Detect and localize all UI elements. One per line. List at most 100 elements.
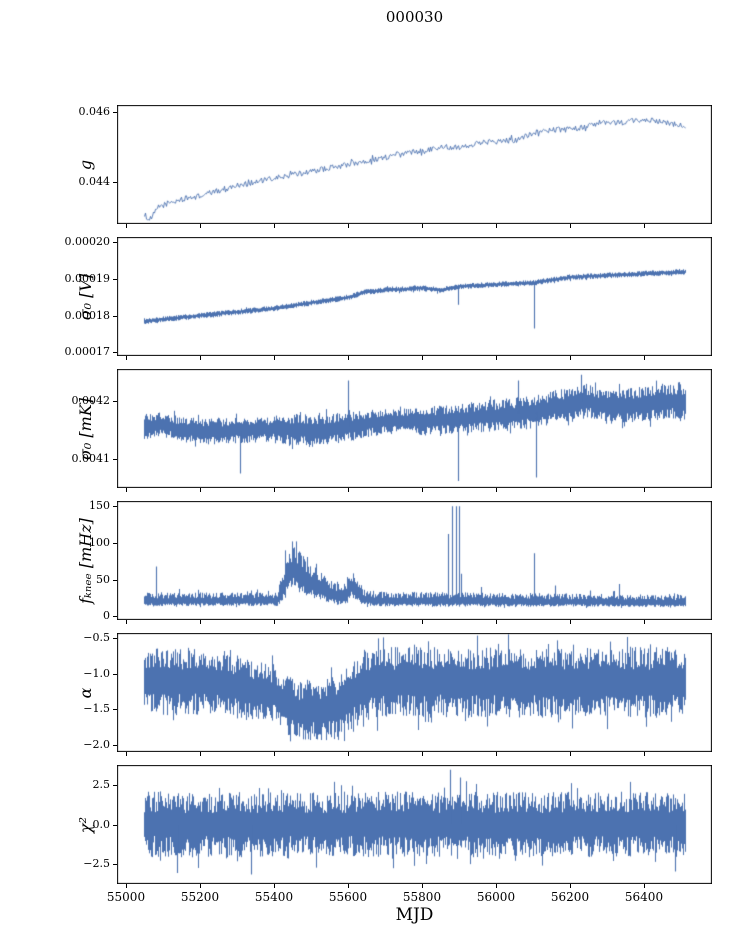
x-tick-mark xyxy=(200,356,201,360)
x-tick-mark xyxy=(274,620,275,624)
x-tick-mark xyxy=(422,488,423,492)
y-axis-label-chi2: χ² xyxy=(76,816,95,833)
x-tick-mark xyxy=(422,752,423,756)
x-tick-mark xyxy=(570,488,571,492)
y-tick-mark xyxy=(113,506,117,507)
y-tick-label: 0.00019 xyxy=(64,272,111,285)
y-tick-label: −0.5 xyxy=(83,631,110,644)
y-tick-mark xyxy=(113,316,117,317)
x-tick-mark xyxy=(570,884,571,888)
y-tick-label: 0.00018 xyxy=(64,309,111,322)
x-tick-mark xyxy=(644,356,645,360)
y-tick-mark xyxy=(113,279,117,280)
x-tick-label: 55400 xyxy=(254,890,294,904)
y-tick-mark xyxy=(113,459,117,460)
x-tick-mark xyxy=(644,488,645,492)
x-tick-mark xyxy=(126,356,127,360)
y-tick-label: 0.0 xyxy=(92,818,111,831)
x-tick-mark xyxy=(570,620,571,624)
x-tick-mark xyxy=(200,884,201,888)
y-tick-label: 0.0041 xyxy=(71,452,111,465)
x-tick-mark xyxy=(570,224,571,228)
x-tick-mark xyxy=(200,488,201,492)
y-tick-mark xyxy=(113,825,117,826)
x-tick-mark xyxy=(422,884,423,888)
y-tick-label: −1.0 xyxy=(83,667,110,680)
y-tick-mark xyxy=(113,638,117,639)
y-tick-mark xyxy=(113,401,117,402)
y-tick-mark xyxy=(113,709,117,710)
x-tick-mark xyxy=(274,884,275,888)
y-axis-label-sigma0-mK: σ₀ [mK] xyxy=(76,397,95,460)
x-tick-label: 55000 xyxy=(106,890,146,904)
x-tick-mark xyxy=(274,488,275,492)
y-tick-label: 2.5 xyxy=(92,778,111,791)
y-axis-label-alpha: α xyxy=(76,687,95,698)
x-tick-label: 55200 xyxy=(180,890,220,904)
x-tick-mark xyxy=(126,752,127,756)
x-tick-mark xyxy=(348,488,349,492)
y-tick-mark xyxy=(113,864,117,865)
x-tick-mark xyxy=(348,620,349,624)
y-tick-label: 0.044 xyxy=(78,175,111,188)
x-tick-mark xyxy=(422,224,423,228)
y-tick-mark xyxy=(113,745,117,746)
x-tick-mark xyxy=(274,224,275,228)
y-tick-mark xyxy=(113,112,117,113)
y-tick-label: −2.0 xyxy=(83,738,110,751)
x-tick-label: 56200 xyxy=(550,890,590,904)
x-tick-mark xyxy=(348,752,349,756)
x-tick-mark xyxy=(644,884,645,888)
y-tick-mark xyxy=(113,785,117,786)
x-tick-mark xyxy=(200,620,201,624)
x-tick-mark xyxy=(496,224,497,228)
x-tick-mark xyxy=(422,356,423,360)
plot-canvas-sigma0-V xyxy=(117,237,712,356)
x-tick-label: 56000 xyxy=(476,890,516,904)
x-tick-mark xyxy=(200,224,201,228)
y-axis-label-sigma0-V: σ₀ [V] xyxy=(76,273,95,320)
x-tick-mark xyxy=(496,884,497,888)
plot-canvas-chi2 xyxy=(117,765,712,884)
y-axis-label-fknee: fₖₙₑₑ [mHz] xyxy=(76,517,95,604)
y-tick-label: 0.00017 xyxy=(64,345,111,358)
x-tick-mark xyxy=(348,224,349,228)
x-tick-mark xyxy=(126,620,127,624)
x-tick-mark xyxy=(496,356,497,360)
y-tick-mark xyxy=(113,580,117,581)
y-tick-mark xyxy=(113,616,117,617)
x-tick-mark xyxy=(200,752,201,756)
y-tick-label: 0.0042 xyxy=(71,394,111,407)
x-tick-mark xyxy=(570,752,571,756)
y-tick-label: 0.00020 xyxy=(64,235,111,248)
x-axis-label: MJD xyxy=(395,905,434,925)
x-tick-mark xyxy=(496,488,497,492)
x-tick-mark xyxy=(644,224,645,228)
x-tick-mark xyxy=(348,884,349,888)
y-tick-mark xyxy=(113,182,117,183)
y-tick-mark xyxy=(113,242,117,243)
y-tick-mark xyxy=(113,352,117,353)
y-axis-label-g: g xyxy=(76,159,95,170)
x-tick-mark xyxy=(570,356,571,360)
chart-title: 000030 xyxy=(385,8,444,26)
x-tick-mark xyxy=(126,224,127,228)
x-tick-label: 56400 xyxy=(624,890,664,904)
x-tick-mark xyxy=(274,752,275,756)
plot-canvas-sigma0-mK xyxy=(117,369,712,488)
x-tick-mark xyxy=(274,356,275,360)
y-tick-mark xyxy=(113,543,117,544)
y-tick-label: 50 xyxy=(96,573,110,586)
plot-canvas-fknee xyxy=(117,501,712,620)
x-tick-mark xyxy=(496,752,497,756)
y-tick-mark xyxy=(113,674,117,675)
y-tick-label: 100 xyxy=(89,536,110,549)
y-tick-label: 0.046 xyxy=(78,105,111,118)
y-tick-label: 0 xyxy=(103,609,110,622)
x-tick-mark xyxy=(422,620,423,624)
x-tick-mark xyxy=(348,356,349,360)
x-tick-label: 55800 xyxy=(402,890,442,904)
y-tick-label: −2.5 xyxy=(83,857,110,870)
